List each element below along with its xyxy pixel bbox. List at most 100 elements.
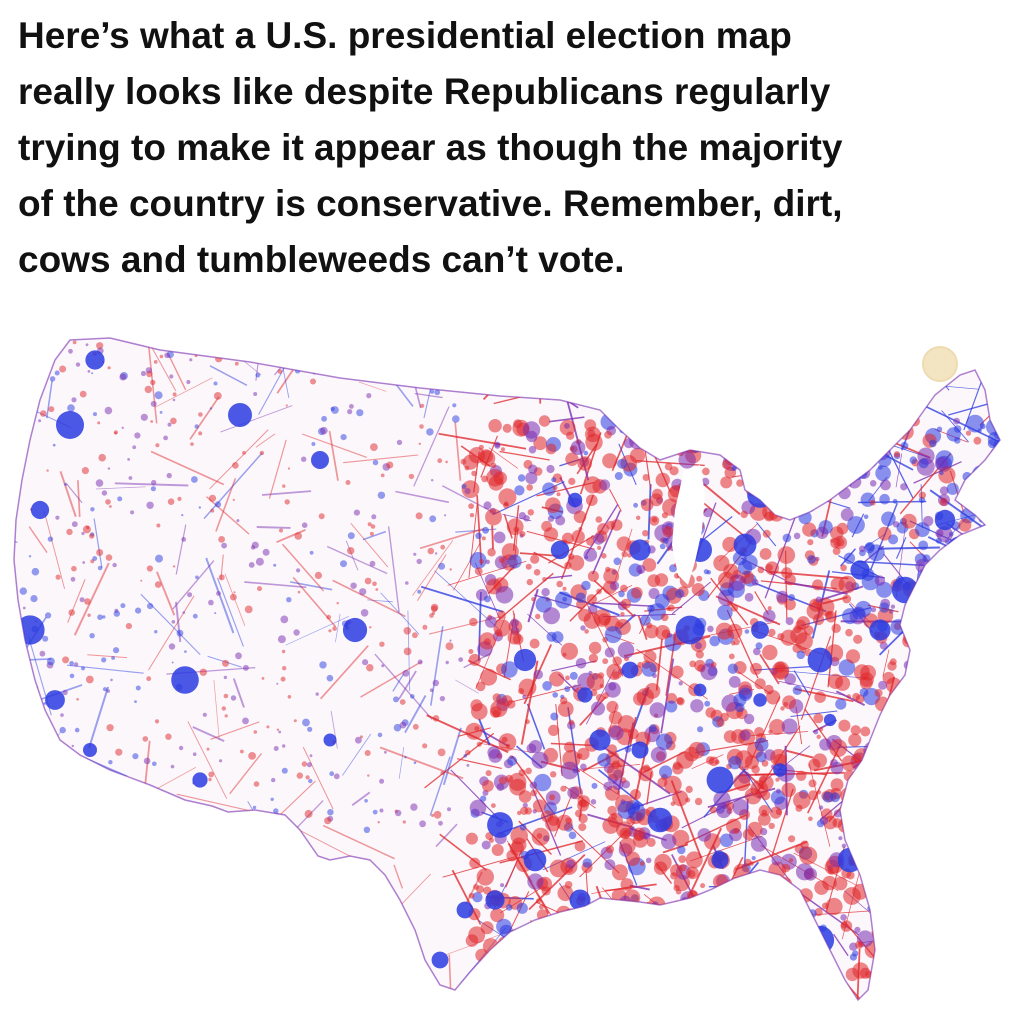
vote-dot xyxy=(588,641,602,655)
vote-dot xyxy=(977,967,990,980)
vote-dot xyxy=(588,653,599,663)
vote-dot xyxy=(518,688,525,695)
vote-dot xyxy=(703,429,714,439)
vote-dot xyxy=(372,809,378,815)
road-segment xyxy=(930,616,934,658)
vote-dot xyxy=(958,518,972,532)
vote-dot xyxy=(757,966,765,973)
metro-hotspot xyxy=(869,619,891,641)
vote-dot xyxy=(722,459,732,470)
vote-dot xyxy=(582,958,588,964)
vote-dot xyxy=(780,706,785,711)
vote-dot xyxy=(498,733,517,751)
vote-dot xyxy=(293,719,297,723)
vote-dot xyxy=(242,451,246,455)
road-segment xyxy=(59,925,121,983)
vote-dot xyxy=(961,895,966,900)
vote-dot xyxy=(977,695,994,712)
vote-dot xyxy=(963,660,975,672)
vote-dot xyxy=(535,970,543,978)
vote-dot xyxy=(154,581,162,588)
road-segment xyxy=(777,338,782,393)
vote-dot xyxy=(469,857,481,869)
vote-dot xyxy=(109,505,112,508)
vote-dot xyxy=(39,650,46,657)
vote-dot xyxy=(956,960,965,969)
vote-dot xyxy=(851,416,860,426)
road-segment xyxy=(808,912,814,947)
vote-dot xyxy=(113,430,118,435)
caption-line: trying to make it appear as though the m… xyxy=(18,127,843,168)
vote-dot xyxy=(474,567,483,576)
road-segment xyxy=(398,746,405,779)
vote-dot xyxy=(808,790,819,801)
vote-dot xyxy=(468,892,475,899)
vote-dot xyxy=(972,733,983,744)
vote-dot xyxy=(881,511,896,527)
vote-dot xyxy=(951,754,962,765)
vote-dot xyxy=(438,562,446,570)
vote-dot xyxy=(946,482,959,495)
vote-dot xyxy=(490,462,497,468)
vote-dot xyxy=(596,927,607,939)
vote-dot xyxy=(256,822,261,827)
vote-dot xyxy=(399,699,406,705)
vote-dot xyxy=(900,441,909,450)
vote-dot xyxy=(617,641,635,659)
road-segment xyxy=(203,452,263,520)
vote-dot xyxy=(101,490,108,496)
vote-dot xyxy=(266,725,270,729)
vote-dot xyxy=(552,692,558,698)
vote-dot xyxy=(17,783,24,789)
vote-dot xyxy=(717,604,733,621)
vote-dot xyxy=(519,531,526,537)
vote-dot xyxy=(669,921,687,939)
vote-dot xyxy=(469,513,475,518)
road-segment xyxy=(370,919,390,1000)
vote-dot xyxy=(668,972,683,988)
vote-dot xyxy=(171,620,176,624)
vote-dot xyxy=(934,700,952,718)
vote-dot xyxy=(765,428,781,443)
road-segment xyxy=(890,338,918,358)
vote-dot xyxy=(977,934,982,940)
vote-dot xyxy=(862,861,878,877)
vote-dot xyxy=(593,533,605,545)
road-segment xyxy=(669,934,697,966)
vote-dot xyxy=(696,971,702,977)
vote-dot xyxy=(541,927,557,943)
metro-hotspot xyxy=(85,350,105,370)
vote-dot xyxy=(767,497,777,507)
vote-dot xyxy=(278,730,282,734)
vote-dot xyxy=(744,787,762,805)
vote-dot xyxy=(790,452,804,466)
vote-dot xyxy=(959,898,970,910)
road-segment xyxy=(335,613,341,643)
road-segment xyxy=(698,338,723,375)
vote-dot xyxy=(597,545,602,550)
vote-dot xyxy=(927,970,933,975)
vote-dot xyxy=(140,413,148,421)
vote-dot xyxy=(814,691,826,703)
vote-dot xyxy=(132,445,137,450)
vote-dot xyxy=(105,499,111,505)
vote-dot xyxy=(106,689,110,693)
vote-dot xyxy=(678,681,683,686)
vote-dot xyxy=(984,893,994,903)
vote-dot xyxy=(875,465,891,482)
road-segment xyxy=(584,338,651,362)
vote-dot xyxy=(603,781,613,791)
vote-dot xyxy=(440,771,445,775)
vote-dot xyxy=(784,498,797,511)
vote-dot xyxy=(889,658,897,666)
road-segment xyxy=(206,496,250,535)
vote-dot xyxy=(329,771,335,777)
vote-dot xyxy=(294,368,301,374)
road-segment xyxy=(498,338,546,383)
vote-dot xyxy=(733,457,738,463)
road-segment xyxy=(699,366,730,413)
road-segment xyxy=(28,526,48,554)
vote-dot xyxy=(274,348,279,353)
vote-dot xyxy=(614,948,620,954)
vote-dot xyxy=(936,589,955,607)
